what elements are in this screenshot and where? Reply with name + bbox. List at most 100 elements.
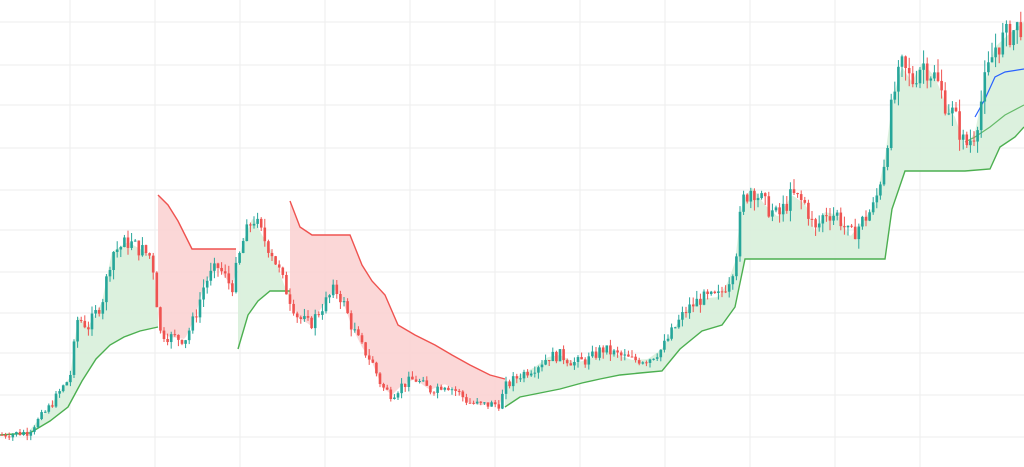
candle-down: [508, 379, 511, 389]
candle-up: [929, 76, 933, 88]
candle-up: [324, 291, 328, 314]
candle-up: [857, 223, 861, 249]
candle-body: [119, 247, 123, 250]
candle-up: [331, 279, 335, 299]
candle-up: [436, 383, 439, 399]
supertrend-fill-down: [158, 195, 236, 339]
candle-body: [25, 431, 29, 436]
candle-body: [555, 351, 558, 362]
candle-down: [493, 399, 497, 408]
candle-body: [994, 47, 997, 58]
candle-down: [630, 350, 634, 358]
candle-body: [213, 263, 216, 271]
candle-body: [263, 227, 267, 242]
candle-body: [234, 262, 238, 293]
candle-body: [583, 359, 587, 365]
candle-up: [735, 253, 738, 281]
candle-up: [94, 305, 97, 318]
candle-body: [216, 263, 220, 268]
candle-up: [969, 129, 972, 153]
candle-body: [666, 338, 670, 341]
candle-body: [699, 298, 702, 305]
candle-body: [177, 334, 180, 340]
candle-body: [144, 245, 148, 254]
candle-up: [43, 410, 47, 413]
candle-down: [220, 262, 223, 275]
candle-up: [695, 290, 699, 307]
candle-up: [69, 370, 72, 387]
candle-body: [882, 166, 886, 185]
candle-up: [72, 339, 76, 378]
candle-down: [425, 376, 429, 386]
candle-up: [198, 292, 202, 323]
candle-body: [58, 391, 61, 394]
candle-body: [76, 320, 79, 342]
candle-body: [191, 316, 195, 331]
candle-down: [439, 384, 443, 391]
candle-up: [321, 303, 324, 320]
candle-down: [317, 311, 321, 318]
candle-body: [11, 434, 15, 438]
candle-up: [749, 187, 753, 209]
candle-body: [1012, 30, 1015, 46]
candle-body: [814, 219, 817, 228]
candle-down: [569, 360, 573, 366]
candle-up: [396, 391, 400, 401]
candle-down: [382, 382, 385, 391]
candle-up: [947, 104, 951, 116]
candle-body: [328, 295, 331, 298]
candle-body: [609, 345, 612, 355]
candle-body: [825, 215, 828, 217]
candle-up: [119, 245, 123, 258]
candle-down: [907, 57, 911, 87]
candle-up: [591, 345, 594, 358]
candle-body: [619, 352, 623, 356]
candle-body: [670, 327, 673, 339]
candle-body: [915, 83, 918, 85]
candle-down: [281, 266, 285, 279]
candle-up: [976, 126, 979, 153]
candle-up: [234, 257, 238, 294]
supertrend-line-down: [289, 200, 506, 380]
candle-up: [519, 373, 522, 382]
candle-up: [54, 391, 58, 408]
candle-body: [637, 360, 641, 364]
candle-up: [187, 327, 191, 345]
candle-body: [468, 402, 472, 404]
candle-up: [760, 190, 763, 200]
candle-body: [803, 200, 807, 203]
candle-up: [1001, 22, 1005, 58]
candle-down: [807, 199, 810, 226]
candle-down: [457, 388, 461, 396]
candle-up: [11, 433, 15, 441]
candle-body: [706, 291, 709, 295]
candle-up: [879, 181, 882, 200]
candle-body: [97, 310, 101, 314]
candle-body: [868, 212, 871, 221]
candle-body: [493, 402, 497, 405]
candle-body: [576, 357, 580, 362]
candle-down: [645, 360, 648, 367]
candle-up: [889, 93, 893, 151]
candle-down: [364, 341, 367, 358]
candle-body: [738, 211, 742, 257]
candle-down: [799, 190, 803, 210]
candle-body: [796, 193, 799, 195]
candle-down: [515, 373, 519, 384]
moving-average-line: [964, 104, 1024, 143]
candle-down: [339, 290, 342, 309]
candle-body: [681, 312, 684, 320]
candle-down: [1008, 20, 1012, 48]
candle-down: [349, 310, 353, 337]
candle-body: [360, 335, 364, 343]
candle-up: [61, 384, 65, 393]
candle-body: [479, 401, 483, 403]
candle-body: [929, 78, 933, 81]
candle-up: [605, 345, 609, 355]
candle-up: [40, 409, 43, 421]
candle-body: [1019, 22, 1023, 38]
candle-body: [252, 223, 256, 226]
candle-up: [303, 308, 306, 322]
candle-up: [36, 417, 40, 429]
